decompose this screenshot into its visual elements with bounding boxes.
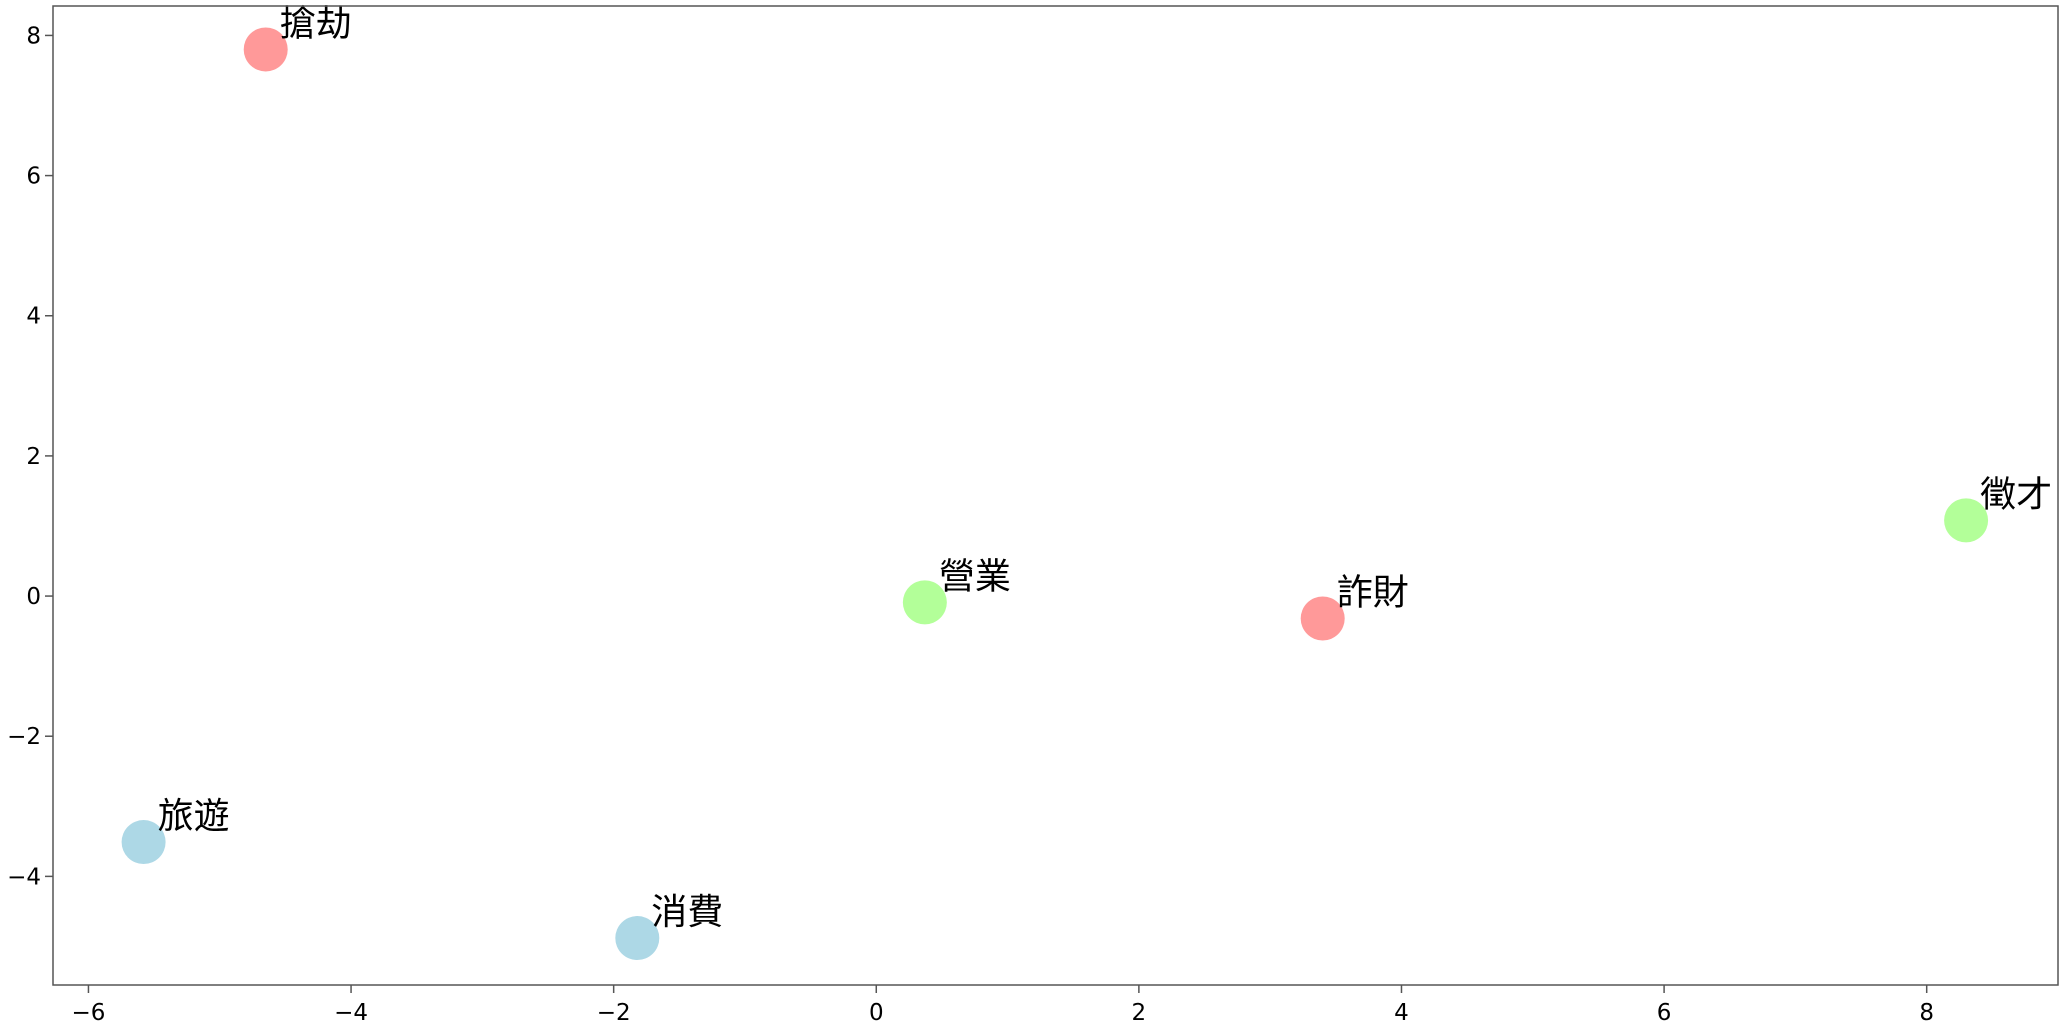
data-point [615,916,660,961]
x-tick-label: −4 [334,1000,368,1022]
x-tick-label: 4 [1394,1000,1409,1022]
data-point-label: 旅遊 [158,796,230,837]
data-point [243,27,288,72]
y-axis: −4 −2 0 2 4 6 8 [7,23,53,890]
y-tick-label: 0 [26,584,41,610]
y-tick-label: 2 [26,444,41,470]
plot-area-frame [52,5,2059,986]
y-tick-label: 8 [26,23,41,49]
data-point-label: 營業 [939,556,1011,597]
y-tick-label: −2 [7,724,41,750]
data-point [902,580,947,625]
x-tick-label: 8 [1919,1000,1934,1022]
data-point [1300,596,1345,641]
x-tick-label: −2 [597,1000,631,1022]
y-tick-label: 6 [26,164,41,190]
x-axis: −6 −4 −2 0 2 4 6 8 [71,985,1934,1022]
data-point-label: 徵才 [1980,474,2052,515]
x-tick-label: 0 [869,1000,884,1022]
data-point [121,820,166,865]
x-tick-label: 2 [1132,1000,1147,1022]
data-point [1944,498,1989,543]
data-point-label: 詐財 [1337,572,1409,613]
x-tick-label: −6 [71,1000,105,1022]
x-tick-label: 6 [1657,1000,1672,1022]
y-tick-label: 4 [26,304,41,330]
data-point-label: 搶劫 [280,3,352,44]
points-layer [121,27,1989,961]
y-tick-label: −4 [7,864,41,890]
data-point-label: 消費 [651,892,723,933]
